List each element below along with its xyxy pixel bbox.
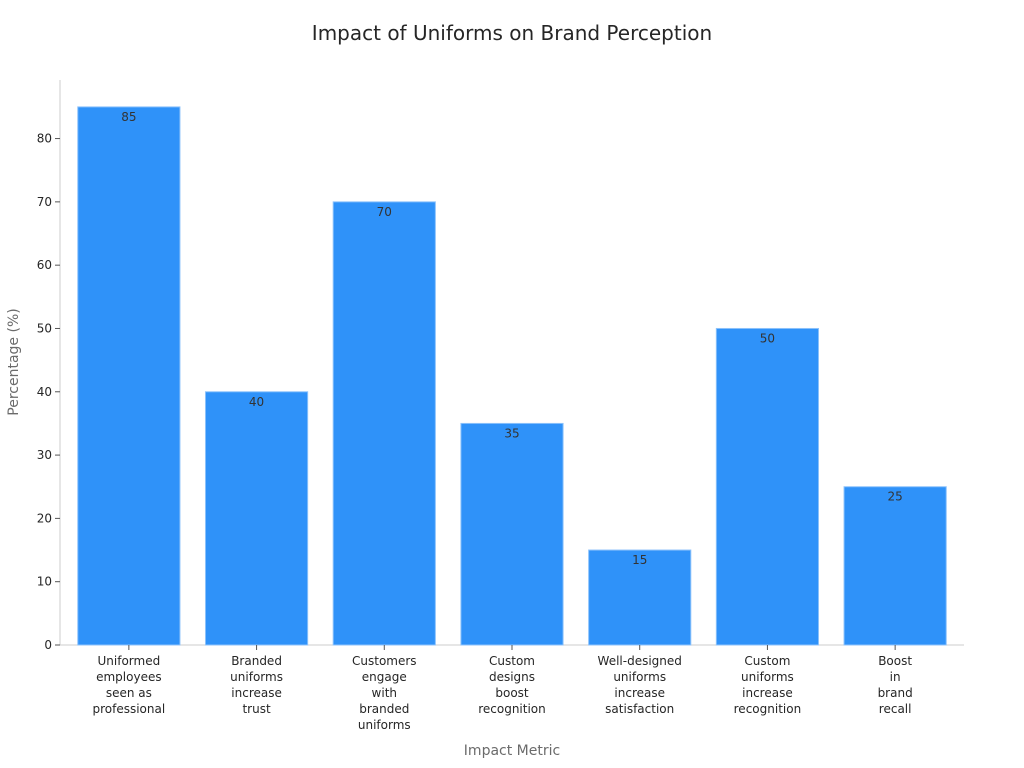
x-tick-label-line: trust bbox=[242, 702, 270, 716]
x-tick-label-line: engage bbox=[362, 670, 407, 684]
bar-value-label: 70 bbox=[377, 205, 392, 219]
x-tick-label-line: Well-designed bbox=[598, 654, 682, 668]
x-tick-label-line: in bbox=[890, 670, 901, 684]
x-tick-label: Branded uniforms increase trust bbox=[230, 654, 283, 716]
bar-value-label: 85 bbox=[121, 110, 136, 124]
y-tick-label: 60 bbox=[37, 258, 52, 272]
x-axis-title: Impact Metric bbox=[464, 743, 560, 759]
x-tick-label-line: uniforms bbox=[613, 670, 666, 684]
x-tick-label-line: recognition bbox=[734, 702, 802, 716]
x-tick-label-line: increase bbox=[614, 686, 665, 700]
x-tick-label-line: recognition bbox=[478, 702, 546, 716]
y-tick-label: 0 bbox=[44, 638, 52, 652]
x-tick-label-line: Custom bbox=[744, 654, 790, 668]
x-tick-label: Well-designed uniforms increase satisfactio… bbox=[598, 654, 682, 716]
bar-value-label: 50 bbox=[760, 331, 775, 345]
x-tick-label-line: professional bbox=[92, 702, 165, 716]
x-tick-label: Custom uniforms increase recognition bbox=[734, 654, 802, 716]
x-tick-label-line: satisfaction bbox=[605, 702, 674, 716]
y-axis-title: Percentage (%) bbox=[6, 308, 22, 415]
x-tick-label-line: recall bbox=[879, 702, 912, 716]
bar-value-label: 40 bbox=[249, 395, 264, 409]
bar bbox=[843, 486, 947, 646]
bars: 85 40 70 35 15 50 25 bbox=[77, 106, 947, 646]
bar bbox=[588, 549, 692, 646]
x-tick-label-line: Uniformed bbox=[98, 654, 161, 668]
x-tick-label-line: with bbox=[372, 686, 397, 700]
y-tick-label: 50 bbox=[37, 321, 52, 335]
x-tick-label-line: Customers bbox=[352, 654, 417, 668]
chart-title: Impact of Uniforms on Brand Perception bbox=[312, 21, 712, 45]
x-tick-label-line: brand bbox=[878, 686, 913, 700]
x-tick-label-line: increase bbox=[742, 686, 793, 700]
x-tick-label-line: uniforms bbox=[358, 718, 411, 732]
bar bbox=[460, 422, 564, 646]
x-tick-label: Customers engage with branded uniforms bbox=[352, 654, 417, 732]
x-tick-label: Boost in brand recall bbox=[878, 654, 913, 716]
x-tick-label-line: uniforms bbox=[741, 670, 794, 684]
y-ticks: 0 10 20 30 40 50 60 70 80 bbox=[37, 132, 60, 652]
x-tick-label: Custom designs boost recognition bbox=[478, 654, 546, 716]
bar-value-label: 25 bbox=[888, 490, 903, 504]
x-tick-label: Uniformed employees seen as professional bbox=[92, 654, 165, 716]
y-tick-label: 40 bbox=[37, 385, 52, 399]
x-tick-label-line: Branded bbox=[231, 654, 282, 668]
y-tick-label: 70 bbox=[37, 195, 52, 209]
y-tick-label: 30 bbox=[37, 448, 52, 462]
x-tick-label-line: Boost bbox=[878, 654, 912, 668]
x-tick-label-line: increase bbox=[231, 686, 282, 700]
x-tick-labels: Uniformed employees seen as professional Bra… bbox=[92, 645, 913, 732]
bar bbox=[77, 106, 181, 646]
bar-value-label: 15 bbox=[632, 553, 647, 567]
bar bbox=[715, 327, 820, 646]
bar bbox=[332, 201, 436, 646]
y-tick-label: 20 bbox=[37, 511, 52, 525]
plot-area: 0 10 20 30 40 50 60 70 80 85 40 70 35 15 50 25 Uniform… bbox=[37, 80, 964, 732]
x-tick-label-line: boost bbox=[495, 686, 529, 700]
x-tick-label-line: branded bbox=[359, 702, 409, 716]
x-tick-label-line: Custom bbox=[489, 654, 535, 668]
x-tick-label-line: seen as bbox=[106, 686, 152, 700]
x-tick-label-line: uniforms bbox=[230, 670, 283, 684]
bar bbox=[204, 391, 309, 646]
x-tick-label-line: designs bbox=[489, 670, 535, 684]
y-tick-label: 10 bbox=[37, 575, 52, 589]
bar-value-label: 35 bbox=[504, 426, 519, 440]
x-tick-label-line: employees bbox=[96, 670, 161, 684]
y-tick-label: 80 bbox=[37, 132, 52, 146]
